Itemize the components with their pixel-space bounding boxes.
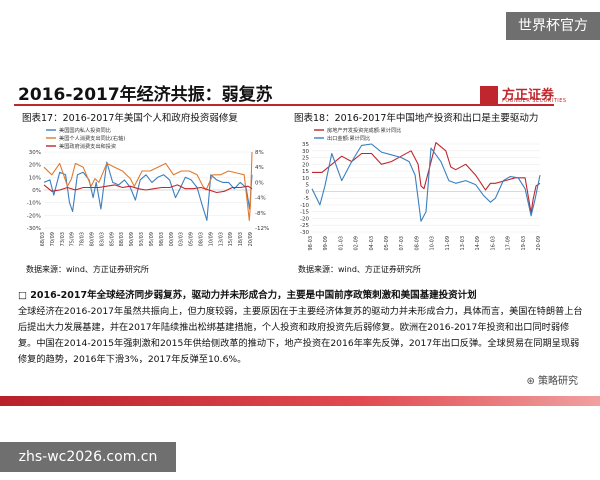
watermark-bottom: zhs-wc2026.com.cn xyxy=(0,442,176,472)
x-tick-label: 98/03 xyxy=(159,232,165,246)
left-tick-label: -5 xyxy=(304,196,310,202)
x-tick-label: 03/03 xyxy=(179,232,185,246)
figure-17-title: 图表17：2016-2017年美国个人和政府投资弱修复 xyxy=(22,113,238,124)
figure-18-source: 数据来源：wind、方正证券研究所 xyxy=(298,265,421,274)
wechat-badge: ⊛ 策略研究 xyxy=(526,376,578,387)
x-tick-label: 08-09 xyxy=(414,236,420,251)
body-paragraph: 全球经济在2016-2017年虽然共振向上，但力度较弱，主要原因在于主要经济体复… xyxy=(18,306,583,365)
left-tick-label: 20% xyxy=(29,163,41,169)
left-tick-label: 5 xyxy=(306,183,310,189)
x-tick-label: 98-03 xyxy=(308,236,314,251)
x-tick-label: 90/09 xyxy=(129,232,135,246)
x-tick-label: 78/03 xyxy=(80,232,86,246)
x-tick-label: 73/03 xyxy=(60,232,66,246)
brand-logo: 方正证券 FOUNDER SECURITIES xyxy=(480,84,590,106)
x-tick-label: 93/03 xyxy=(139,232,145,246)
x-tick-label: 10/09 xyxy=(208,232,214,246)
left-tick-label: 25 xyxy=(302,156,309,162)
footer-red-band xyxy=(0,396,600,406)
series-line-3 xyxy=(43,184,253,194)
left-tick-label: 0% xyxy=(32,188,41,194)
legend-label-3: 美国政府消费支出和投资 xyxy=(59,142,116,150)
left-tick-label: -30% xyxy=(27,226,41,232)
x-tick-label: 00/09 xyxy=(169,232,175,246)
left-tick-label: -30 xyxy=(300,230,309,236)
x-tick-label: 70/09 xyxy=(50,232,56,246)
x-tick-label: 68/03 xyxy=(40,232,46,246)
x-tick-label: 20/09 xyxy=(248,232,254,246)
right-tick-label: 0% xyxy=(255,180,264,186)
logo-mark-icon xyxy=(480,86,498,104)
left-tick-label: 30 xyxy=(302,149,309,155)
x-tick-label: 04-03 xyxy=(369,236,375,251)
x-tick-label: 19-03 xyxy=(521,236,527,251)
x-tick-label: 75/09 xyxy=(70,232,76,246)
left-tick-label: 30% xyxy=(29,150,41,156)
x-tick-label: 13/03 xyxy=(218,232,224,246)
x-tick-label: 99-09 xyxy=(323,236,329,251)
left-tick-label: 10% xyxy=(29,175,41,181)
left-tick-label: -20% xyxy=(27,213,41,219)
left-tick-label: -15 xyxy=(300,210,309,216)
x-tick-label: 08/03 xyxy=(198,232,204,246)
wechat-label: 策略研究 xyxy=(538,376,578,387)
title-divider xyxy=(14,104,554,106)
x-tick-label: 15/09 xyxy=(228,232,234,246)
x-tick-label: 88/03 xyxy=(119,232,125,246)
x-tick-label: 83/03 xyxy=(99,232,105,246)
legend-label-1: 房地产开发投资完成额:累计同比 xyxy=(327,126,401,134)
x-tick-label: 18/03 xyxy=(238,232,244,246)
right-tick-label: 8% xyxy=(255,150,264,156)
left-tick-label: 20 xyxy=(302,162,309,168)
x-tick-label: 85/09 xyxy=(109,232,115,246)
x-tick-label: 10-03 xyxy=(430,236,436,251)
logo-en-text: FOUNDER SECURITIES xyxy=(502,98,567,104)
legend-label-2: 出口金额:累计同比 xyxy=(327,134,370,142)
left-tick-label: -20 xyxy=(300,216,309,222)
figure-18-title: 图表18：2016-2017年中国地产投资和出口是主要驱动力 xyxy=(294,113,539,124)
right-tick-label: -12% xyxy=(255,226,269,232)
legend-label-2: 美国个人消费支出同比(右轴) xyxy=(59,134,125,142)
series-line-1 xyxy=(43,161,253,221)
watermark-top: 世界杯官方 xyxy=(506,12,600,40)
x-tick-label: 16-03 xyxy=(490,236,496,251)
legend-label-1: 美国国内私人投资同比 xyxy=(59,126,111,134)
x-tick-label: 05/09 xyxy=(189,232,195,246)
left-tick-label: -10 xyxy=(300,203,309,209)
left-tick-label: 35 xyxy=(302,142,309,148)
x-tick-label: 17-09 xyxy=(506,236,512,251)
left-tick-label: 10 xyxy=(302,176,309,182)
left-tick-label: 0 xyxy=(306,189,310,195)
chart-us-investment: 30% 20% 10% 0% -10% -20% -30% 8% 4% 0% -4% -8% -12% 6… xyxy=(27,126,269,246)
right-tick-label: 4% xyxy=(255,165,264,171)
section-subheading: □ 2016-2017年全球经济同步弱复苏，驱动力并未形成合力，主要是中国前序政… xyxy=(18,290,477,301)
figure-17-source: 数据来源：wind、方正证券研究所 xyxy=(26,265,149,274)
series-line-2 xyxy=(43,151,253,221)
slide-title: 2016-2017年经济共振：弱复苏 xyxy=(18,85,273,105)
right-tick-label: -8% xyxy=(255,211,266,217)
x-tick-label: 95/09 xyxy=(149,232,155,246)
x-tick-label: 05-09 xyxy=(384,236,390,251)
left-tick-label: -25 xyxy=(300,223,309,229)
right-tick-label: -4% xyxy=(255,196,266,202)
logo-cn-text: 方正证券 xyxy=(502,88,555,103)
x-tick-label: 01-03 xyxy=(338,236,344,251)
x-tick-label: 13-03 xyxy=(460,236,466,251)
left-tick-label: 15 xyxy=(302,169,309,175)
left-tick-label: -10% xyxy=(27,201,41,207)
x-tick-label: 14-09 xyxy=(475,236,481,251)
x-tick-label: 20-09 xyxy=(536,236,542,251)
series-line-2 xyxy=(311,143,541,222)
x-tick-label: 02-09 xyxy=(354,236,360,251)
top-bar xyxy=(0,0,600,48)
x-tick-label: 80/09 xyxy=(90,232,96,246)
x-tick-label: 07-03 xyxy=(399,236,405,251)
x-tick-label: 11-09 xyxy=(445,236,451,251)
